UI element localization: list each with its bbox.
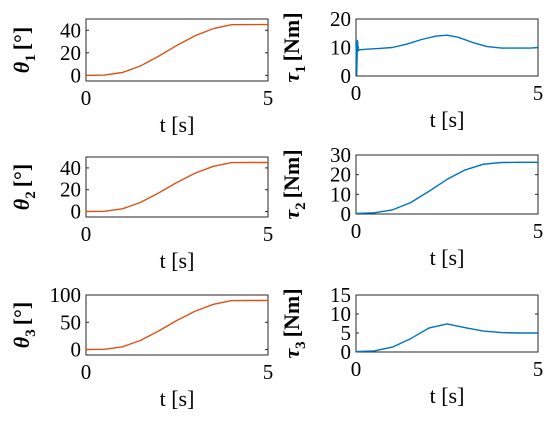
y-label-subscript: 2 (23, 191, 39, 199)
y-label-subscript: 3 (23, 329, 39, 337)
y-label-unit: [°] (9, 302, 34, 325)
series-line (355, 34, 539, 76)
y-tick-label: 40 (60, 156, 81, 180)
y-tick-label: 10 (330, 182, 351, 206)
y-tick-label: 20 (60, 178, 81, 202)
y-tick-label: 0 (341, 202, 352, 226)
axes-frame (355, 154, 539, 215)
y-label-unit: [°] (9, 27, 34, 50)
series-line (355, 161, 538, 215)
series-line (85, 23, 268, 77)
x-tick-label: 5 (263, 86, 274, 110)
x-tick-label: 5 (533, 357, 544, 381)
x-tick-label: 0 (81, 222, 92, 246)
y-label-symbol: θ (9, 198, 34, 210)
x-axis-label: t [s] (160, 112, 195, 137)
x-axis-label: t [s] (160, 386, 195, 411)
y-tick-label: 0 (71, 63, 82, 87)
x-axis-label: t [s] (160, 248, 195, 273)
x-tick-label: 0 (351, 357, 362, 381)
y-label-unit: [Nm] (279, 12, 304, 61)
y-tick-label: 0 (341, 340, 352, 364)
axes-frame (85, 18, 269, 82)
y-tick-label: 40 (60, 18, 81, 42)
y-label-unit: [Nm] (279, 288, 304, 337)
y-label-unit: [Nm] (279, 149, 304, 198)
series-line (85, 299, 268, 351)
x-tick-label: 0 (351, 81, 362, 105)
x-tick-label: 0 (351, 219, 362, 243)
y-tick-label: 50 (60, 310, 81, 334)
y-tick-label: 15 (330, 283, 351, 307)
y-tick-label: 20 (330, 7, 351, 31)
y-label-subscript: 3 (293, 341, 309, 349)
y-tick-label: 10 (330, 36, 351, 60)
x-tick-label: 0 (81, 86, 92, 110)
y-label-symbol: τ (279, 348, 304, 359)
y-label-subscript: 1 (293, 65, 309, 73)
y-label-symbol: τ (279, 209, 304, 220)
x-axis-label: t [s] (430, 383, 465, 408)
axes-frame (355, 294, 539, 353)
x-tick-label: 5 (533, 81, 544, 105)
x-tick-label: 5 (533, 219, 544, 243)
y-tick-label: 30 (330, 143, 351, 167)
x-tick-label: 5 (263, 360, 274, 384)
y-tick-label: 20 (330, 163, 351, 187)
y-label-symbol: θ (9, 336, 34, 348)
y-axis-label: θ3 [°] (9, 302, 39, 348)
y-tick-label: 5 (341, 321, 352, 345)
x-tick-label: 5 (263, 222, 274, 246)
y-axis-label: τ2 [Nm] (279, 149, 309, 219)
series-line (85, 161, 268, 213)
axes-frame (85, 156, 269, 218)
y-label-subscript: 2 (293, 202, 309, 210)
y-tick-label: 0 (71, 200, 82, 224)
series-line (355, 323, 538, 353)
y-axis-label: θ2 [°] (9, 164, 39, 210)
y-axis-label: τ1 [Nm] (279, 12, 309, 82)
x-axis-label: t [s] (430, 107, 465, 132)
y-tick-label: 20 (60, 41, 81, 65)
y-tick-label: 10 (330, 302, 351, 326)
y-tick-label: 100 (50, 283, 82, 307)
y-axis-label: τ3 [Nm] (279, 288, 309, 358)
y-axis-label: θ1 [°] (9, 27, 39, 73)
axes-frame (85, 294, 269, 356)
y-label-symbol: τ (279, 72, 304, 83)
x-tick-label: 0 (81, 360, 92, 384)
y-label-symbol: θ (9, 61, 34, 73)
y-label-unit: [°] (9, 164, 34, 187)
y-tick-label: 0 (341, 64, 352, 88)
y-tick-label: 0 (71, 338, 82, 362)
subplot-5: 0 50 100 0 5 t [s] θ3 [°] (9, 283, 273, 411)
x-axis-label: t [s] (430, 245, 465, 270)
y-label-subscript: 1 (23, 54, 39, 62)
